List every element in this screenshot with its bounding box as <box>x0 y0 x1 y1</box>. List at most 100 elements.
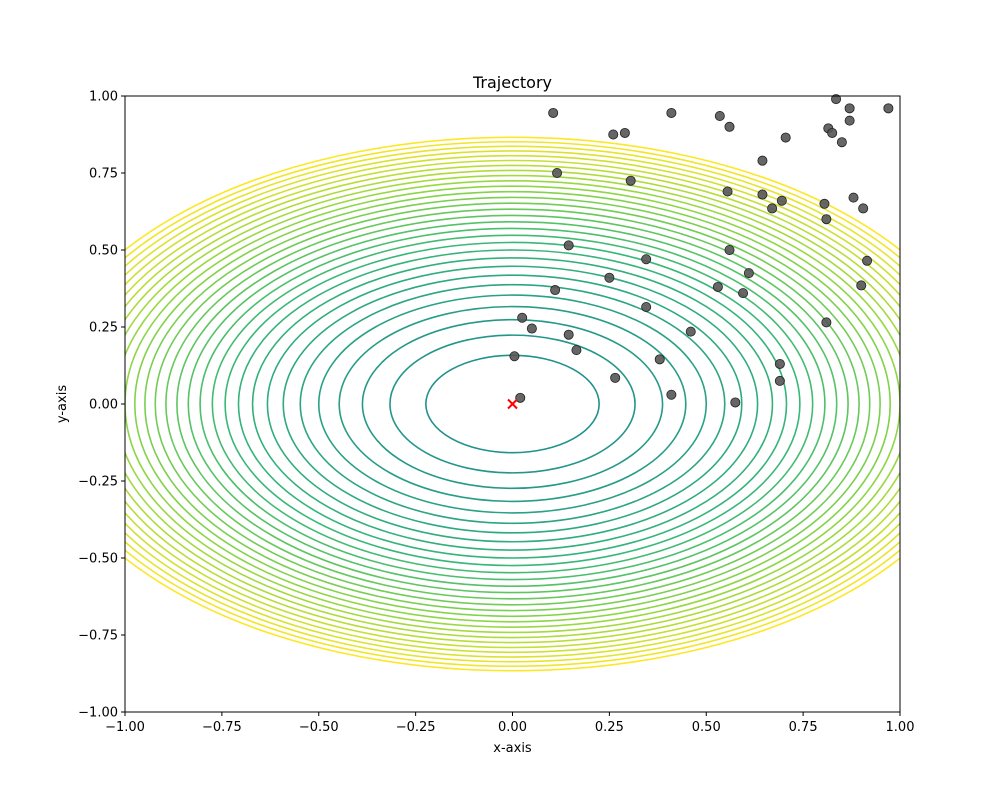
contour-line <box>125 169 900 639</box>
contour-line <box>266 265 759 543</box>
contour-line <box>211 234 814 574</box>
trajectory-point <box>515 392 526 403</box>
contour-line <box>125 185 900 623</box>
y-tick-label: 0.75 <box>89 167 118 182</box>
trajectory-point <box>776 195 787 206</box>
trajectory-point <box>619 127 630 138</box>
trajectory-point <box>610 372 621 383</box>
trajectory-point <box>862 255 873 266</box>
trajectory-point <box>526 323 537 334</box>
trajectory-point <box>831 94 842 105</box>
contour-line <box>199 227 826 581</box>
contour-line <box>125 141 900 667</box>
trajectory-point <box>767 203 778 214</box>
contour-line <box>338 305 687 503</box>
contour-line <box>125 174 900 634</box>
trajectory-point <box>819 198 830 209</box>
trajectory-point <box>856 280 867 291</box>
contour-line <box>125 150 900 658</box>
trajectory-point <box>844 103 855 114</box>
x-tick-label: 0.00 <box>498 720 527 735</box>
trajectory-point <box>563 240 574 251</box>
y-axis-label: y-axis <box>55 385 70 423</box>
contour-line <box>389 334 636 474</box>
trajectory-point <box>550 285 561 296</box>
trajectory-point <box>552 167 563 178</box>
y-tick-label: 0.00 <box>89 398 118 413</box>
y-tick-label: 1.00 <box>89 90 118 105</box>
x-tick-label: −0.50 <box>299 720 339 735</box>
contour-line <box>176 214 849 594</box>
trajectory-point <box>821 317 832 328</box>
trajectory-point <box>844 115 855 126</box>
optimum-x-stroke <box>507 398 518 410</box>
y-axis-ticks: −1.00 −0.75 −0.50 −0.25 0.00 0.25 0.50 0.75 1.00 <box>78 90 125 721</box>
contour-line <box>317 294 708 514</box>
x-tick-label: −0.25 <box>396 720 436 735</box>
trajectory-point <box>848 192 859 203</box>
trajectory-point <box>774 375 785 386</box>
trajectory-point <box>666 107 677 118</box>
trajectory-point <box>712 281 723 292</box>
trajectory-point <box>858 203 869 214</box>
contour-line <box>251 257 774 551</box>
trajectory-point <box>724 244 735 255</box>
trajectory-point <box>821 214 832 225</box>
x-tick-label: 0.75 <box>789 720 818 735</box>
contour-line <box>125 180 900 628</box>
trajectory-point <box>641 301 652 312</box>
trajectory-point <box>604 272 615 283</box>
trajectory-point <box>730 397 741 408</box>
contour-background <box>125 136 900 672</box>
trajectory-point <box>571 345 582 356</box>
trajectory-point <box>827 127 838 138</box>
trajectory-point <box>757 189 768 200</box>
trajectory-point <box>722 186 733 197</box>
trajectory-points <box>509 94 894 408</box>
trajectory-point <box>608 129 619 140</box>
optimum-marker <box>507 398 518 410</box>
contour-line <box>154 202 871 606</box>
x-tick-label: 1.00 <box>886 720 915 735</box>
contour-line <box>125 164 900 644</box>
trajectory-point <box>654 354 665 365</box>
trajectory-point <box>774 358 785 369</box>
contour-line <box>144 196 881 612</box>
trajectory-point <box>548 107 559 118</box>
y-tick-label: −0.25 <box>78 475 118 490</box>
contour-line <box>237 249 788 559</box>
trajectory-point <box>724 121 735 132</box>
contour-line <box>125 136 900 672</box>
trajectory-point <box>836 137 847 148</box>
trajectory-point <box>685 326 696 337</box>
trajectory-point <box>625 175 636 186</box>
contour-line <box>361 318 664 490</box>
y-tick-label: 0.50 <box>89 244 118 259</box>
y-tick-label: 0.25 <box>89 321 118 336</box>
contour-line <box>125 159 900 649</box>
trajectory-point <box>738 288 749 299</box>
trajectory-point <box>883 103 894 114</box>
trajectory-point <box>641 254 652 265</box>
trajectory-point <box>714 111 725 122</box>
contour-line <box>125 154 900 654</box>
trajectory-point <box>517 312 528 323</box>
y-tick-label: −0.50 <box>78 552 118 567</box>
contour-line <box>224 241 801 567</box>
contour-line <box>299 283 726 525</box>
contour-line <box>165 208 860 600</box>
x-axis-ticks: −1.00 −0.75 −0.50 −0.25 0.00 0.25 0.50 0.75 1.00 <box>105 712 914 735</box>
chart-title: Trajectory <box>472 73 552 92</box>
trajectory-point <box>666 389 677 400</box>
x-tick-label: 0.50 <box>692 720 721 735</box>
trajectory-point <box>563 329 574 340</box>
contour-line <box>134 190 891 618</box>
x-tick-label: −0.75 <box>202 720 242 735</box>
trajectory-point <box>743 268 754 279</box>
x-tick-label: −1.00 <box>105 720 145 735</box>
y-tick-label: −1.00 <box>78 706 118 721</box>
contour-line <box>282 274 743 534</box>
x-tick-label: 0.25 <box>595 720 624 735</box>
x-axis-label: x-axis <box>493 741 532 756</box>
